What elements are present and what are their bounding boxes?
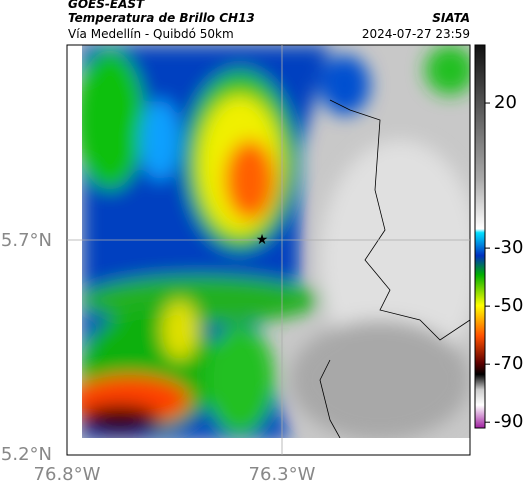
colorbar-tick-label: -90 — [494, 411, 523, 432]
colorbar-tick-label: -50 — [494, 295, 523, 316]
colorbar-tick-label: -30 — [494, 237, 523, 258]
satellite-field — [82, 45, 470, 438]
source: SIATA — [432, 11, 470, 25]
lat-tick-label: 5.7°N — [1, 230, 52, 251]
colorbar-tick-label: 20 — [494, 92, 517, 113]
colorbar — [474, 44, 486, 429]
timestamp: 2024-07-27 23:59 — [362, 27, 470, 41]
region: Vía Medellín - Quibdó 50km — [68, 27, 234, 41]
lon-tick-label: 76.8°W — [34, 464, 101, 485]
colorbar-tick-label: -70 — [494, 353, 523, 374]
lon-tick-label: 76.3°W — [249, 464, 316, 485]
map-frame — [66, 44, 471, 456]
subtitle: Temperatura de Brillo CH13 — [68, 11, 255, 25]
station-marker: ★ — [256, 232, 269, 248]
lat-tick-label: 5.2°N — [1, 444, 52, 465]
title: GOES-EAST — [68, 0, 145, 11]
